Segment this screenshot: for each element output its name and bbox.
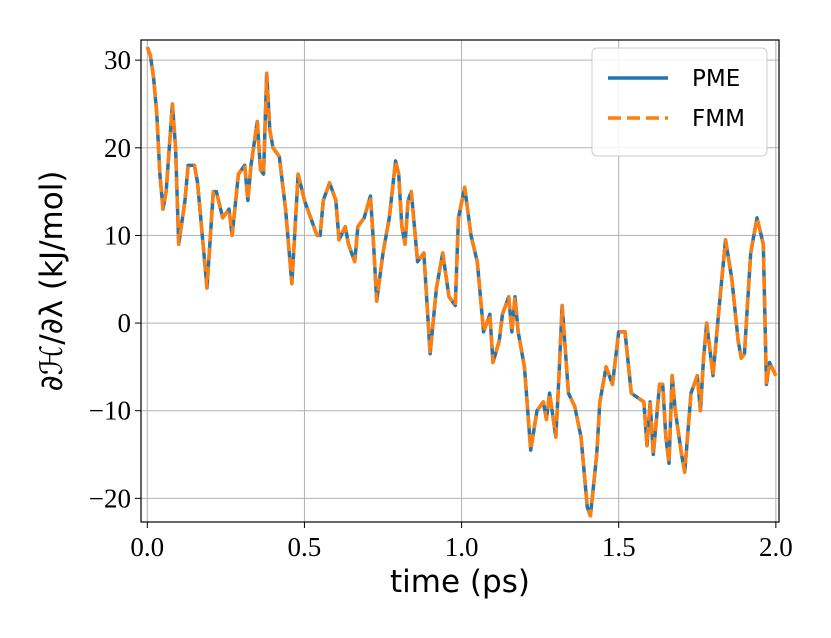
x-tick-label: 2.0: [759, 532, 793, 562]
legend-label: FMM: [692, 106, 745, 132]
legend-label: PME: [692, 66, 740, 92]
legend-box: [591, 47, 768, 157]
y-axis-label: ∂ℋ/∂λ (kJ/mol): [34, 171, 70, 392]
x-tick-label: 1.0: [445, 532, 479, 562]
y-tick-label: 10: [104, 220, 131, 250]
series-line: [145, 46, 778, 518]
x-tick-label: 1.5: [602, 532, 636, 562]
x-tick-label: 0.5: [288, 532, 322, 562]
x-tick-label: 0.0: [130, 532, 164, 562]
y-tick-label: 30: [104, 45, 131, 75]
y-tick-label: 20: [104, 133, 131, 163]
x-axis-label: time (ps): [390, 564, 530, 600]
y-tick-label: −10: [89, 396, 131, 426]
plot-frame: [140, 39, 780, 523]
y-tick-label: −20: [89, 483, 131, 513]
y-tick-label: 0: [118, 308, 132, 338]
